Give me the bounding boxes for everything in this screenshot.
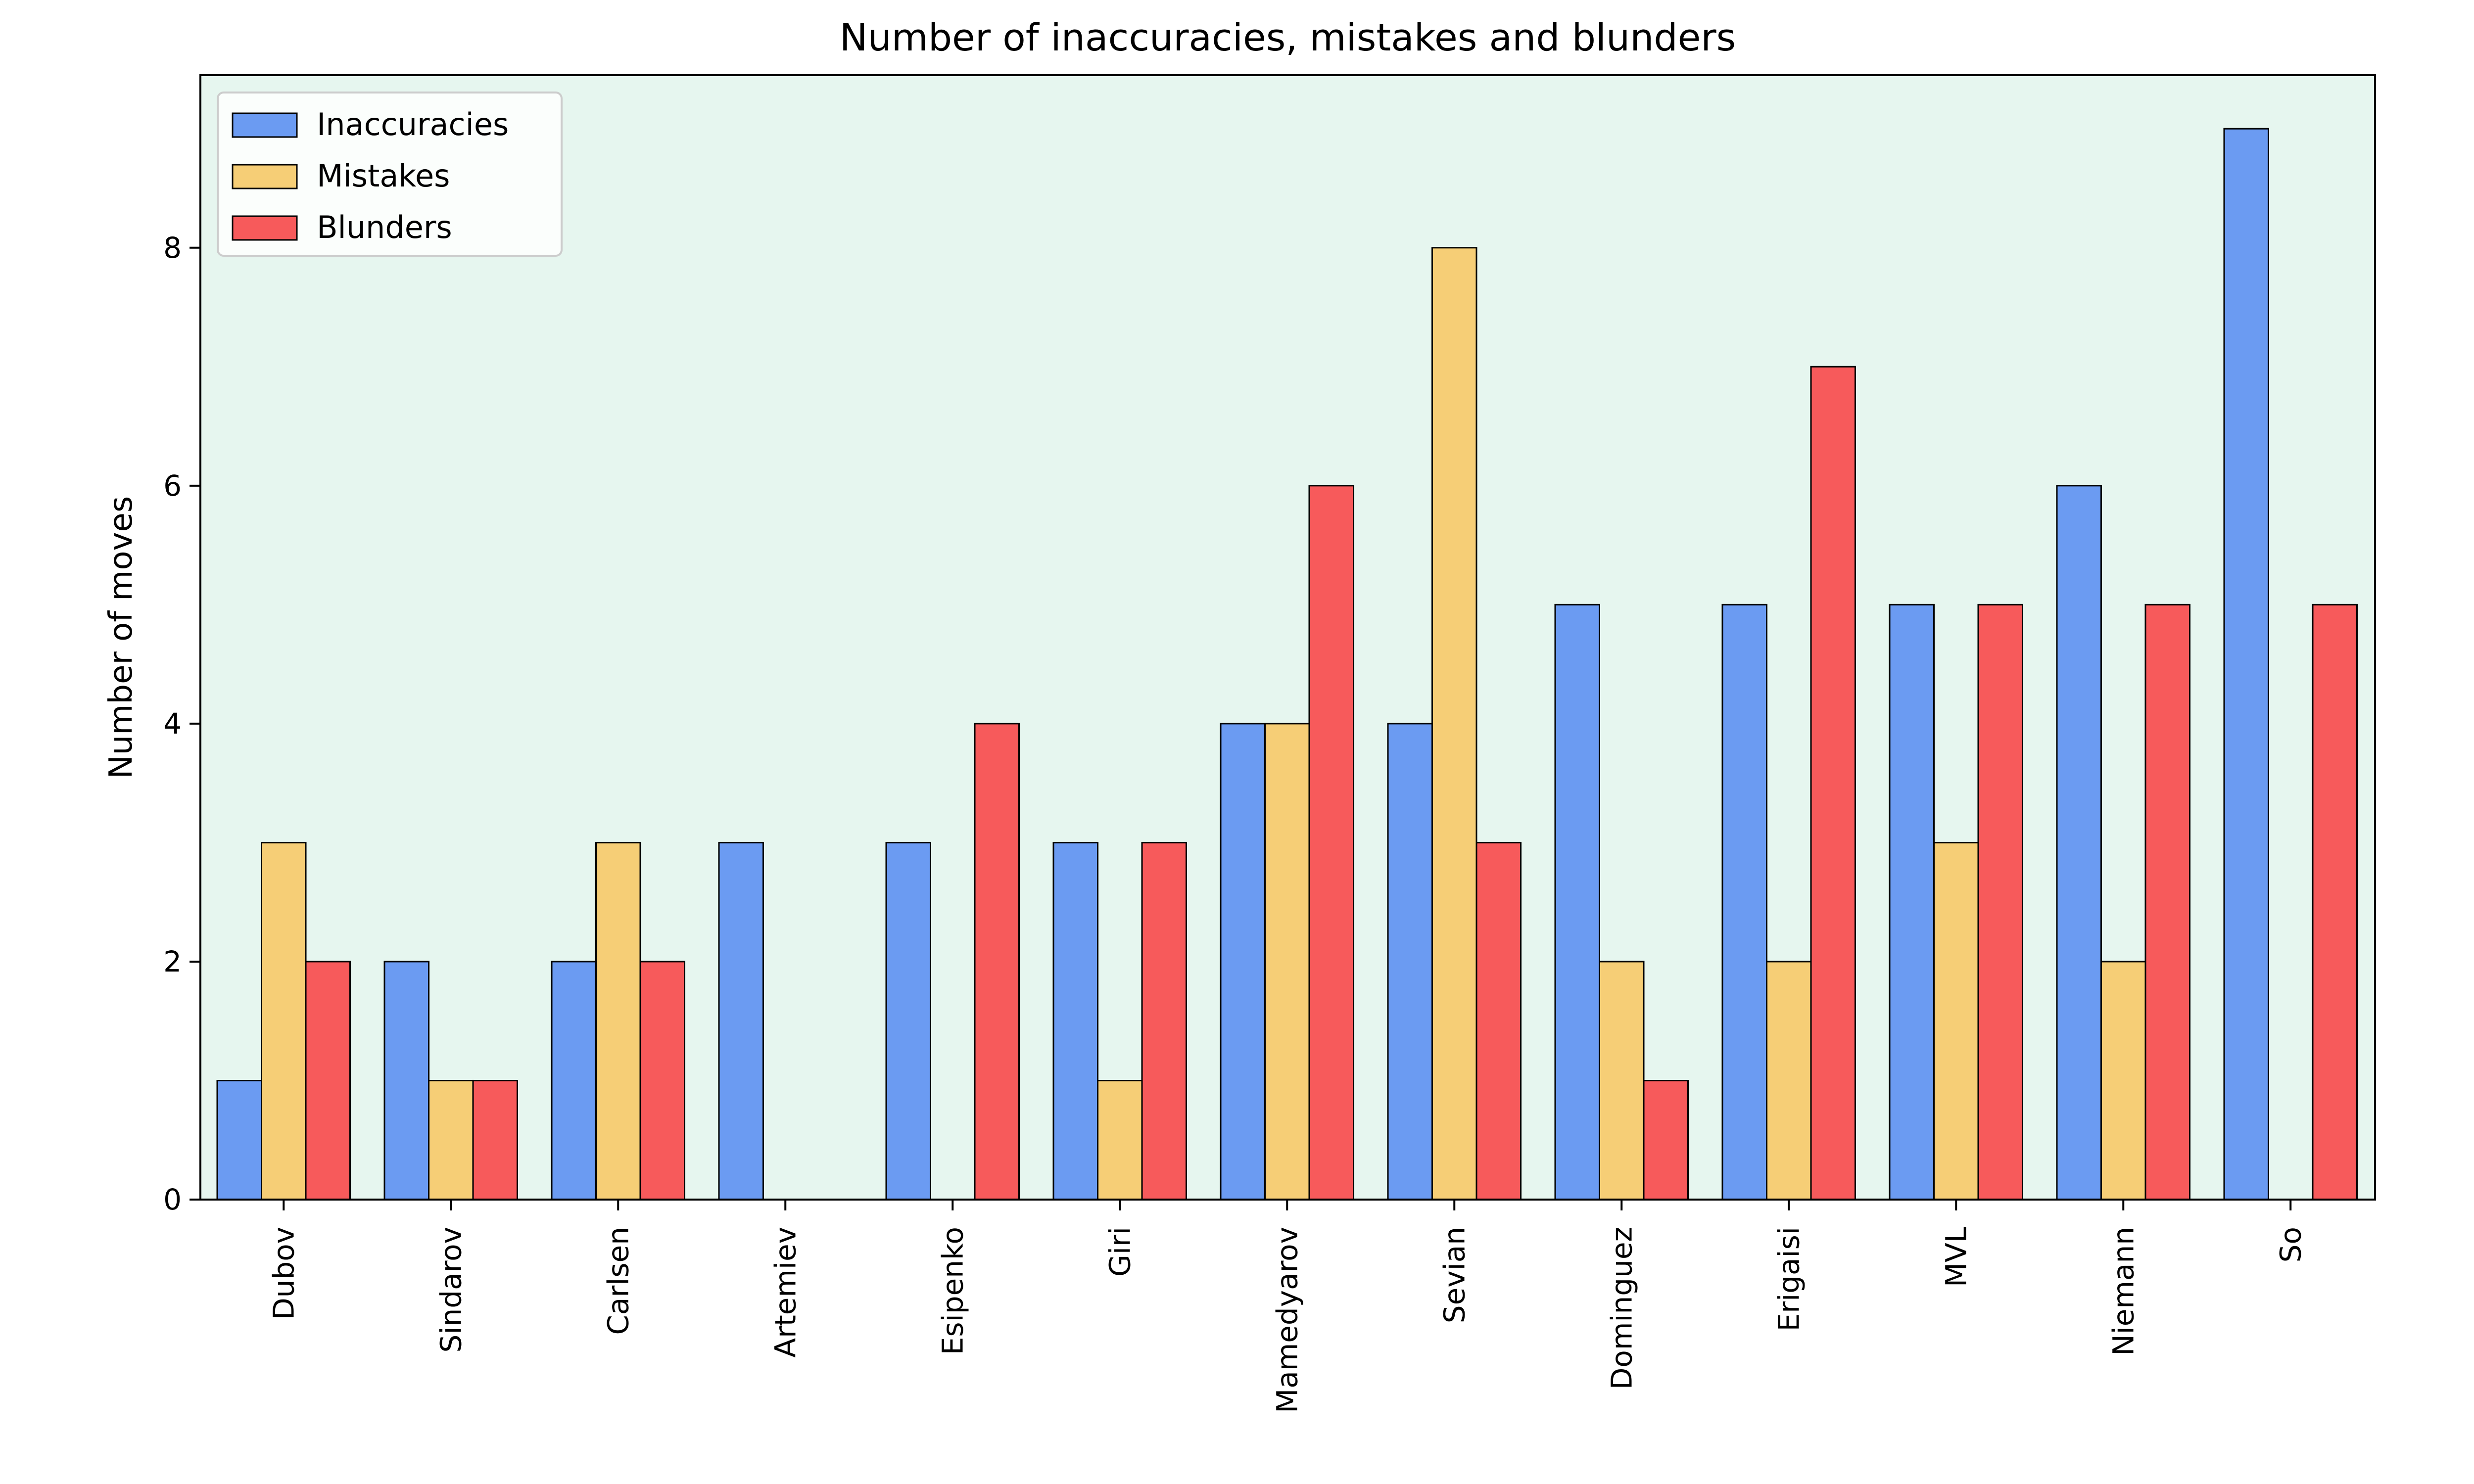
chart-title: Number of inaccuracies, mistakes and blu… <box>840 15 1736 59</box>
bar-inaccuracies-sindarov <box>383 961 429 1201</box>
bar-inaccuracies-carlsen <box>551 961 597 1201</box>
bar-blunders-mvl <box>1977 603 2023 1201</box>
bar-inaccuracies-mvl <box>1889 603 1935 1201</box>
bar-inaccuracies-sevian <box>1387 723 1433 1201</box>
legend-box <box>217 92 563 257</box>
x-tick-label-dubov: Dubov <box>267 1227 300 1320</box>
legend-label-inaccuracies: Inaccuracies <box>317 106 509 142</box>
bar-blunders-sevian <box>1475 841 1522 1201</box>
x-tick-label-esipenko: Esipenko <box>936 1227 969 1355</box>
bar-mistakes-erigaisi <box>1766 961 1812 1201</box>
x-tick-label-dominguez: Dominguez <box>1605 1227 1638 1390</box>
x-tick-label-giri: Giri <box>1103 1227 1137 1277</box>
bar-mistakes-sindarov <box>428 1079 474 1201</box>
x-tick-label-artemiev: Artemiev <box>768 1227 802 1358</box>
bar-mistakes-mamedyarov <box>1264 723 1310 1201</box>
legend-label-blunders: Blunders <box>317 209 452 245</box>
y-tick-label: 0 <box>163 1183 182 1216</box>
legend-label-mistakes: Mistakes <box>317 158 450 194</box>
bar-mistakes-dominguez <box>1599 961 1645 1201</box>
bar-inaccuracies-artemiev <box>718 841 764 1201</box>
bar-blunders-carlsen <box>639 961 685 1201</box>
x-tick-label-mvl: MVL <box>1939 1227 1973 1287</box>
bars-group <box>216 128 2358 1201</box>
bar-mistakes-niemann <box>2100 961 2146 1201</box>
x-tick-label-sevian: Sevian <box>1437 1227 1471 1323</box>
bar-mistakes-giri <box>1097 1079 1143 1201</box>
x-tick-label-sindarov: Sindarov <box>434 1227 468 1352</box>
bar-inaccuracies-dominguez <box>1554 603 1600 1201</box>
x-tick-label-erigaisi: Erigaisi <box>1772 1227 1806 1331</box>
x-tick-label-mamedyarov: Mamedyarov <box>1270 1227 1304 1413</box>
bar-mistakes-sevian <box>1431 247 1477 1201</box>
bar-inaccuracies-so <box>2223 128 2269 1201</box>
y-axis: 0 2 4 6 8 <box>163 231 200 1216</box>
bar-blunders-mamedyarov <box>1308 485 1354 1201</box>
y-tick-label: 4 <box>163 707 182 741</box>
bar-inaccuracies-esipenko <box>885 841 931 1201</box>
bar-mistakes-dubov <box>261 841 307 1201</box>
bar-blunders-esipenko <box>974 723 1020 1201</box>
bar-inaccuracies-erigaisi <box>1721 603 1767 1201</box>
legend-swatch-inaccuracies <box>232 112 298 138</box>
bar-inaccuracies-giri <box>1052 841 1098 1201</box>
bar-blunders-dubov <box>305 961 351 1201</box>
bar-inaccuracies-mamedyarov <box>1220 723 1266 1201</box>
y-tick-label: 2 <box>163 945 182 978</box>
x-tick-label-niemann: Niemann <box>2106 1227 2140 1356</box>
bar-blunders-dominguez <box>1643 1079 1689 1201</box>
bar-mistakes-mvl <box>1933 841 1979 1201</box>
x-tick-label-carlsen: Carlsen <box>601 1227 635 1335</box>
bar-blunders-niemann <box>2144 603 2190 1201</box>
legend-swatch-mistakes <box>232 164 298 189</box>
y-axis-label: Number of moves <box>103 496 140 779</box>
bar-mistakes-carlsen <box>595 841 641 1201</box>
legend: Inaccuracies Mistakes Blunders <box>217 92 563 257</box>
y-tick-label: 8 <box>163 231 182 265</box>
bar-inaccuracies-niemann <box>2056 485 2102 1201</box>
bar-blunders-so <box>2312 603 2358 1201</box>
bar-blunders-giri <box>1141 841 1187 1201</box>
x-tick-label-so: So <box>2274 1227 2307 1262</box>
bar-blunders-erigaisi <box>1810 366 1856 1201</box>
legend-swatch-blunders <box>232 215 298 241</box>
bar-blunders-sindarov <box>472 1079 518 1201</box>
y-tick-label: 6 <box>163 469 182 503</box>
bar-inaccuracies-dubov <box>216 1079 262 1201</box>
x-axis: Dubov Sindarov Carlsen Artemiev Esipenko Giri… <box>267 1200 2307 1413</box>
